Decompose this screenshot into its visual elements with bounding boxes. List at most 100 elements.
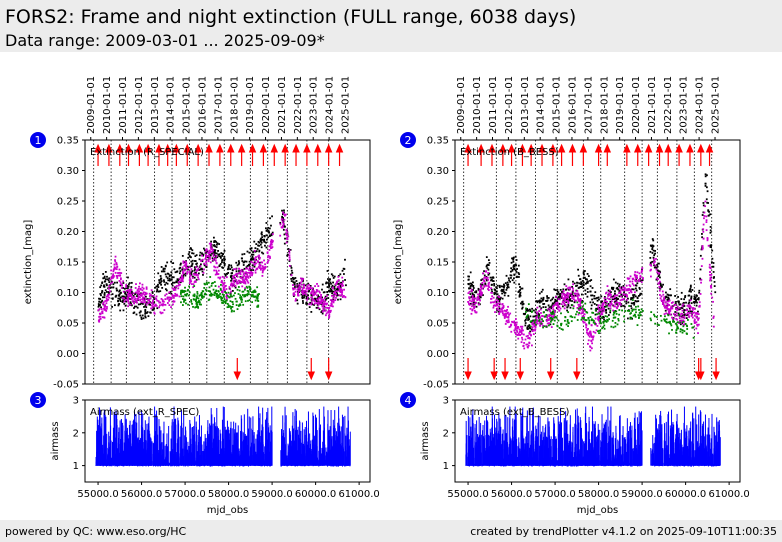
data-point [242,273,245,275]
data-point [134,293,136,296]
data-point [118,465,120,467]
data-point [627,317,629,320]
data-point [612,288,614,291]
data-point [155,285,158,288]
data-point [663,299,666,302]
data-point [665,295,667,298]
data-point [709,246,712,248]
data-point [695,321,698,324]
data-point [159,275,162,277]
data-point [516,275,518,278]
data-point [307,297,310,300]
data-point [573,295,576,298]
data-point [149,297,152,300]
data-point [333,275,336,278]
data-point [498,296,501,299]
data-point [285,241,288,244]
data-point [580,308,583,311]
data-point [493,284,496,287]
data-point [619,299,622,302]
y-tick-label: -0.05 [53,380,79,391]
data-point [601,308,604,310]
data-point [666,300,669,303]
data-point [229,293,232,296]
data-point [615,300,618,302]
data-point [562,288,565,291]
data-point [238,280,241,283]
data-point [596,325,599,327]
data-point [683,309,686,311]
data-point [470,288,473,291]
data-point [686,312,689,314]
data-point [226,302,229,305]
data-point [534,328,537,331]
data-point [115,287,118,290]
data-point [129,303,132,306]
data-point [506,285,509,288]
date-tick-label: 2021-01-01 [647,76,658,134]
data-point [104,308,107,311]
data-point [547,324,550,327]
data-point [270,240,273,243]
data-point [586,287,589,290]
data-point [649,263,652,266]
arrow-up-head [205,143,213,153]
data-point [678,313,680,316]
data-point [212,258,215,261]
data-point [289,265,292,267]
data-point [250,260,253,263]
data-point [201,297,204,299]
date-tick-label: 2015-01-01 [182,76,193,134]
data-point [627,278,630,280]
data-point [550,326,553,328]
data-point [97,309,100,312]
data-point [686,333,688,335]
data-point [130,298,133,301]
data-point [505,314,507,317]
data-point [514,331,516,334]
data-point [595,323,597,325]
data-point [267,226,270,229]
data-point [676,305,679,308]
arrow-up-head [664,143,672,153]
data-point [172,294,175,297]
data-point [144,293,147,295]
data-point [98,300,101,303]
data-point [532,333,535,336]
data-point [623,298,625,300]
data-point [504,282,507,285]
data-point [174,295,176,297]
data-point [105,297,108,300]
data-point [689,308,691,311]
data-point [630,298,632,301]
data-point [695,315,698,318]
data-point [553,316,556,319]
data-point [606,318,609,321]
data-point [222,267,224,269]
data-point [621,298,623,301]
data-point [528,308,531,311]
data-point [141,314,144,317]
data-point [121,297,124,299]
data-point [332,287,335,290]
date-tick-label: 2022-01-01 [293,76,304,134]
data-point [144,308,147,311]
data-point [467,275,470,278]
data-point [576,310,578,313]
data-point [134,300,137,302]
data-point [678,303,681,306]
data-point [243,279,246,282]
data-point [636,274,638,277]
data-point [102,302,104,305]
data-point [128,290,130,293]
data-point [636,271,639,274]
data-point [639,294,641,296]
data-point [292,295,295,297]
data-point [625,295,628,297]
data-point [467,283,470,286]
data-point [598,306,601,309]
data-point [485,275,488,278]
data-point [203,249,206,252]
data-point [226,306,229,309]
data-point [227,306,230,308]
